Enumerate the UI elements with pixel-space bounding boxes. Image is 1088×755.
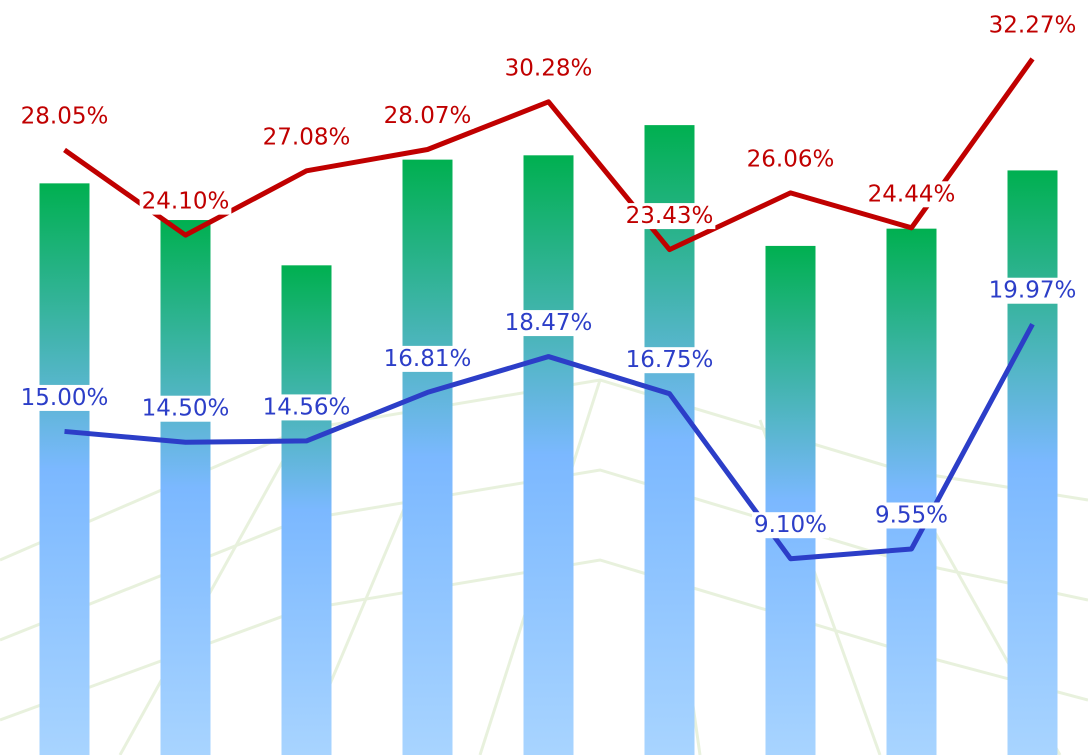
data-label-group: 28.07% [382, 103, 474, 129]
data-label: 23.43% [626, 203, 714, 229]
data-label: 16.75% [626, 347, 714, 373]
bar [524, 155, 574, 755]
bar [161, 220, 211, 755]
data-label-group: 23.43% [624, 203, 716, 229]
data-label: 9.55% [875, 502, 948, 528]
data-label: 18.47% [505, 310, 593, 336]
data-label-group: 16.75% [624, 347, 716, 373]
bar [40, 183, 90, 755]
data-label-group: 30.28% [503, 55, 595, 81]
bar [1008, 170, 1058, 755]
data-label: 19.97% [989, 278, 1077, 304]
data-label: 30.28% [505, 55, 593, 81]
data-label: 16.81% [384, 346, 472, 372]
data-label: 26.06% [747, 146, 835, 172]
data-label-group: 14.50% [140, 396, 232, 422]
data-label: 28.05% [21, 103, 109, 129]
data-label: 24.44% [868, 181, 956, 207]
data-label-group: 26.06% [745, 146, 837, 172]
data-label: 32.27% [989, 12, 1077, 38]
data-label-group: 24.10% [140, 189, 232, 215]
data-label-group: 16.81% [382, 346, 474, 372]
data-label-group: 18.47% [503, 310, 595, 336]
data-label: 27.08% [263, 124, 351, 150]
bar [282, 265, 332, 755]
data-label-group: 32.27% [987, 12, 1079, 38]
data-label-group: 9.55% [873, 502, 950, 528]
data-label: 15.00% [21, 385, 109, 411]
data-label-group: 19.97% [987, 278, 1079, 304]
data-label-group: 15.00% [19, 385, 111, 411]
data-label: 9.10% [754, 512, 827, 538]
data-label: 14.50% [142, 396, 230, 422]
data-label: 24.10% [142, 189, 230, 215]
data-label: 28.07% [384, 103, 472, 129]
data-label-group: 14.56% [261, 394, 353, 420]
data-label-group: 28.05% [19, 103, 111, 129]
bar [766, 246, 816, 755]
data-label: 14.56% [263, 394, 351, 420]
chart: 28.05% 24.10% 27.08% 28.07% 30.28% 23.43% 26.0… [0, 0, 1088, 755]
bar [403, 160, 453, 755]
data-label-group: 27.08% [261, 124, 353, 150]
data-label-group: 9.10% [752, 512, 829, 538]
bar [887, 229, 937, 755]
data-label-group: 24.44% [866, 181, 958, 207]
